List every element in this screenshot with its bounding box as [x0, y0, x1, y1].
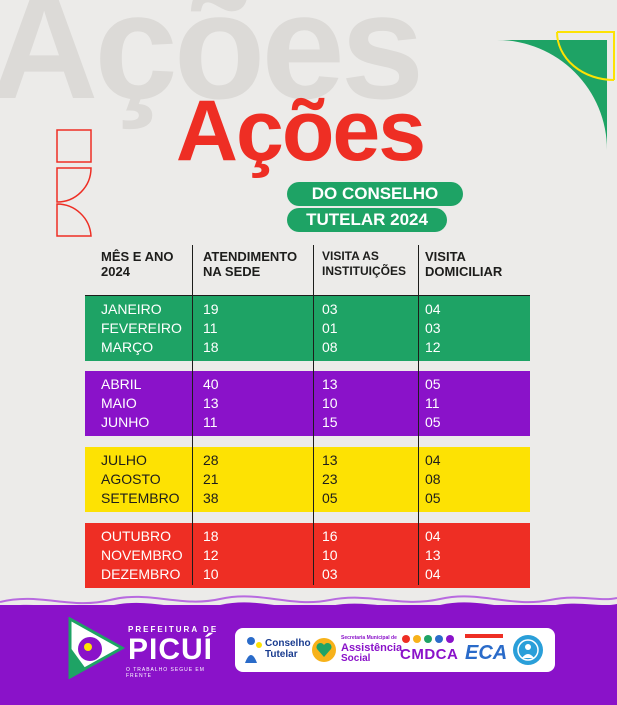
table-row: DEZEMBRO 10 03 04: [101, 566, 441, 582]
table-row: ABRIL 40 13 05: [101, 376, 441, 392]
actions-table-header: MÊS E ANO 2024 ATENDIMENTO NA SEDE VISITA …: [85, 245, 530, 296]
subtitle-line-2: TUTELAR 2024: [287, 208, 447, 232]
subtitle-line-1: DO CONSELHO: [287, 182, 463, 206]
header-home-visits: VISITA DOMICILIAR: [425, 249, 503, 279]
cmdca-logo: CMDCA: [400, 634, 458, 666]
header-divider: [85, 295, 530, 296]
prefeitura-label: PREFEITURA DE: [128, 625, 219, 634]
table-row: JULHO 28 13 04: [101, 452, 441, 468]
assistencia-social-logo: Secretaria Municipal de Assistência Soci…: [311, 634, 402, 666]
conselho-figure-icon: [245, 637, 262, 663]
column-divider: [192, 245, 193, 585]
table-row: MARÇO 18 08 12: [101, 339, 441, 355]
header-month-year: MÊS E ANO 2024: [101, 249, 174, 279]
green-corner-shape: [497, 31, 615, 150]
column-divider: [313, 245, 314, 585]
table-row: JUNHO 11 15 05: [101, 414, 441, 430]
children-figures-icon: [402, 635, 454, 643]
table-row: MAIO 13 10 11: [101, 395, 440, 411]
heart-icon: [312, 638, 336, 662]
header-attendance: ATENDIMENTO NA SEDE: [203, 249, 298, 279]
red-outline-shapes: [56, 129, 92, 237]
quarter-1-block: JANEIRO 19 03 04 FEVEREIRO 11 01 03 MARÇO 18 08 1…: [85, 296, 530, 361]
city-name: PICUÍ: [128, 633, 214, 666]
table-row: SETEMBRO 38 05 05: [101, 490, 441, 506]
eca-logo: ECA: [463, 634, 507, 666]
slogan: O TRABALHO SEGUE EM FRENTE: [126, 667, 205, 679]
table-row: OUTUBRO 18 16 04: [101, 528, 441, 544]
partners-strip: Conselho Tutelar Secretaria Municipal de…: [235, 628, 555, 672]
table-row: AGOSTO 21 23 08: [101, 471, 441, 487]
page-title: Ações: [175, 83, 426, 179]
conselho-tutelar-logo: Conselho Tutelar: [243, 634, 311, 666]
header-institution-visits: VISITA AS INSTITUIÇÕES: [322, 249, 407, 278]
picui-logo: PREFEITURA DE PICUÍ O TRABALHO SEGUE EM …: [66, 617, 226, 679]
quarter-3-block: JULHO 28 13 04 AGOSTO 21 23 08 SETEMBRO 38 05 05: [85, 447, 530, 512]
table-row: FEVEREIRO 11 01 03: [101, 320, 441, 336]
table-row: JANEIRO 19 03 04: [101, 301, 441, 317]
table-row: NOVEMBRO 12 10 13: [101, 547, 441, 563]
picui-emblem-icon: [68, 617, 126, 679]
background-watermark-word: Ações: [0, 0, 424, 130]
column-divider: [418, 245, 419, 585]
quarter-2-block: ABRIL 40 13 05 MAIO 13 10 11 JUNHO 11 15 05: [85, 371, 530, 436]
seal-logo: [511, 634, 547, 666]
quarter-4-block: OUTUBRO 18 16 04 NOVEMBRO 12 10 13 DEZEMBRO 10 0…: [85, 523, 530, 588]
seal-icon: [513, 635, 543, 665]
